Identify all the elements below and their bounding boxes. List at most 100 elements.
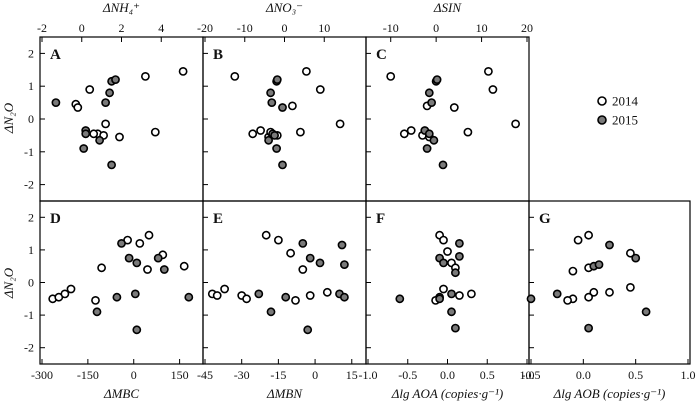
data-point-2014 bbox=[322, 287, 332, 297]
y-axis-label-bottom: ΔN₂O bbox=[1, 267, 16, 299]
panel-f: F -1.0 -0.5 0.0 0.5 1.0 Δlg AOA (copies·g⁻¹) bbox=[359, 200, 535, 401]
data-point-2014 bbox=[60, 289, 70, 299]
data-point-2015 bbox=[450, 323, 460, 333]
data-point-2015 bbox=[132, 325, 142, 335]
data-point-2015 bbox=[107, 160, 116, 170]
x-tick-label: -2 bbox=[37, 21, 47, 35]
data-point-2014 bbox=[273, 235, 283, 245]
y-tick-label: 1 bbox=[28, 79, 34, 93]
data-point-2015 bbox=[298, 238, 308, 248]
data-point-2015 bbox=[272, 75, 282, 84]
x-axis-label: ΔMBC bbox=[103, 386, 139, 401]
data-point-2014 bbox=[230, 72, 240, 81]
data-point-2015 bbox=[81, 129, 91, 139]
data-point-2014 bbox=[511, 119, 520, 129]
data-point-2015 bbox=[339, 292, 349, 302]
x-tick-label: 0 bbox=[312, 368, 318, 382]
data-point-2014 bbox=[463, 127, 473, 137]
data-point-2015 bbox=[130, 289, 140, 299]
data-point-2014 bbox=[291, 295, 300, 305]
x-tick-label: 1.0 bbox=[681, 368, 696, 382]
data-point-2014 bbox=[295, 127, 305, 137]
panel-letter: F bbox=[376, 211, 385, 227]
data-point-2015 bbox=[395, 294, 405, 304]
data-point-2015 bbox=[101, 98, 110, 107]
y-tick-label: 2 bbox=[28, 210, 34, 224]
data-point-2015 bbox=[605, 240, 614, 250]
data-point-2015 bbox=[422, 144, 432, 153]
panel-frame bbox=[365, 36, 530, 202]
data-point-2014 bbox=[483, 67, 493, 76]
legend-label-2015: 2015 bbox=[612, 113, 638, 128]
data-point-2014 bbox=[454, 291, 464, 300]
data-point-2015 bbox=[454, 251, 464, 261]
x-tick-label: -45 bbox=[197, 368, 213, 382]
x-tick-label: 4 bbox=[158, 21, 164, 35]
data-point-2015 bbox=[454, 238, 464, 248]
panel-letter: B bbox=[213, 47, 223, 63]
x-tick-label: -30 bbox=[234, 368, 250, 382]
data-point-2014 bbox=[135, 238, 145, 248]
x-axis-label: ΔNH₄⁺ bbox=[102, 0, 140, 15]
data-point-2015 bbox=[303, 325, 313, 335]
data-point-2015 bbox=[266, 88, 275, 98]
data-point-2014 bbox=[150, 127, 160, 137]
data-point-2015 bbox=[278, 160, 287, 170]
data-point-2015 bbox=[254, 289, 264, 299]
panel-letter: G bbox=[539, 211, 551, 227]
data-point-2014 bbox=[626, 282, 635, 292]
data-point-2014 bbox=[449, 103, 459, 112]
x-tick-label: 1.0 bbox=[520, 368, 535, 382]
data-point-2015 bbox=[132, 258, 142, 268]
panel-frame bbox=[528, 200, 691, 365]
data-point-2015 bbox=[424, 88, 434, 98]
data-point-2014 bbox=[248, 129, 258, 139]
data-point-2014 bbox=[605, 287, 614, 297]
data-point-2015 bbox=[124, 253, 134, 263]
data-point-2015 bbox=[552, 289, 562, 299]
data-point-2015 bbox=[584, 323, 593, 333]
x-axis-label: Δlg AOA (copies·g⁻¹) bbox=[391, 386, 503, 401]
data-point-2015 bbox=[79, 144, 89, 153]
data-point-2015 bbox=[267, 98, 277, 107]
y-tick-label: 1 bbox=[28, 243, 34, 257]
data-point-2015 bbox=[111, 75, 120, 84]
data-point-2014 bbox=[143, 265, 152, 274]
data-point-2014 bbox=[406, 126, 416, 135]
x-axis-label: ΔSIN bbox=[433, 0, 462, 15]
data-point-2014 bbox=[73, 103, 83, 112]
data-point-2015 bbox=[281, 292, 291, 302]
data-point-2015 bbox=[159, 265, 169, 274]
x-tick-label: 0.5 bbox=[628, 368, 643, 382]
data-point-2014 bbox=[97, 263, 106, 273]
data-point-2015 bbox=[450, 268, 460, 278]
data-point-2014 bbox=[101, 119, 110, 129]
x-tick-label: -10 bbox=[383, 21, 399, 35]
panel-d: D 2 1 0 -1 -2 -300 -150 0 150 ΔMBC bbox=[24, 200, 204, 401]
data-point-2015 bbox=[631, 253, 641, 263]
panel-letter: D bbox=[50, 211, 61, 227]
data-point-2014 bbox=[298, 265, 308, 274]
x-tick-label: 0 bbox=[282, 21, 288, 35]
data-point-2015 bbox=[92, 307, 102, 317]
x-tick-label: 10 bbox=[318, 21, 330, 35]
panel-a: A 2 1 0 -1 -2 -2 0 2 4 ΔNH₄⁺ bbox=[24, 0, 204, 202]
data-point-2014 bbox=[466, 289, 476, 299]
panel-letter: A bbox=[50, 47, 61, 63]
x-tick-label: -15 bbox=[270, 368, 286, 382]
panel-b: B-20 -10 0 10 ΔNO₃⁻ bbox=[197, 0, 367, 202]
data-point-2014 bbox=[66, 284, 76, 294]
x-tick-label: 0.5 bbox=[480, 368, 495, 382]
data-point-2015 bbox=[184, 292, 194, 302]
y-tick-label: 0 bbox=[28, 276, 34, 290]
data-point-2014 bbox=[573, 235, 583, 245]
data-point-2014 bbox=[242, 294, 251, 304]
x-tick-label: 150 bbox=[171, 368, 189, 382]
y-tick-label: 2 bbox=[28, 46, 34, 60]
x-axis-label: ΔNO₃⁻ bbox=[265, 0, 303, 15]
data-point-2014 bbox=[584, 292, 593, 302]
data-point-2014 bbox=[89, 129, 99, 139]
x-tick-label: -150 bbox=[77, 368, 99, 382]
data-point-2014 bbox=[626, 248, 635, 258]
